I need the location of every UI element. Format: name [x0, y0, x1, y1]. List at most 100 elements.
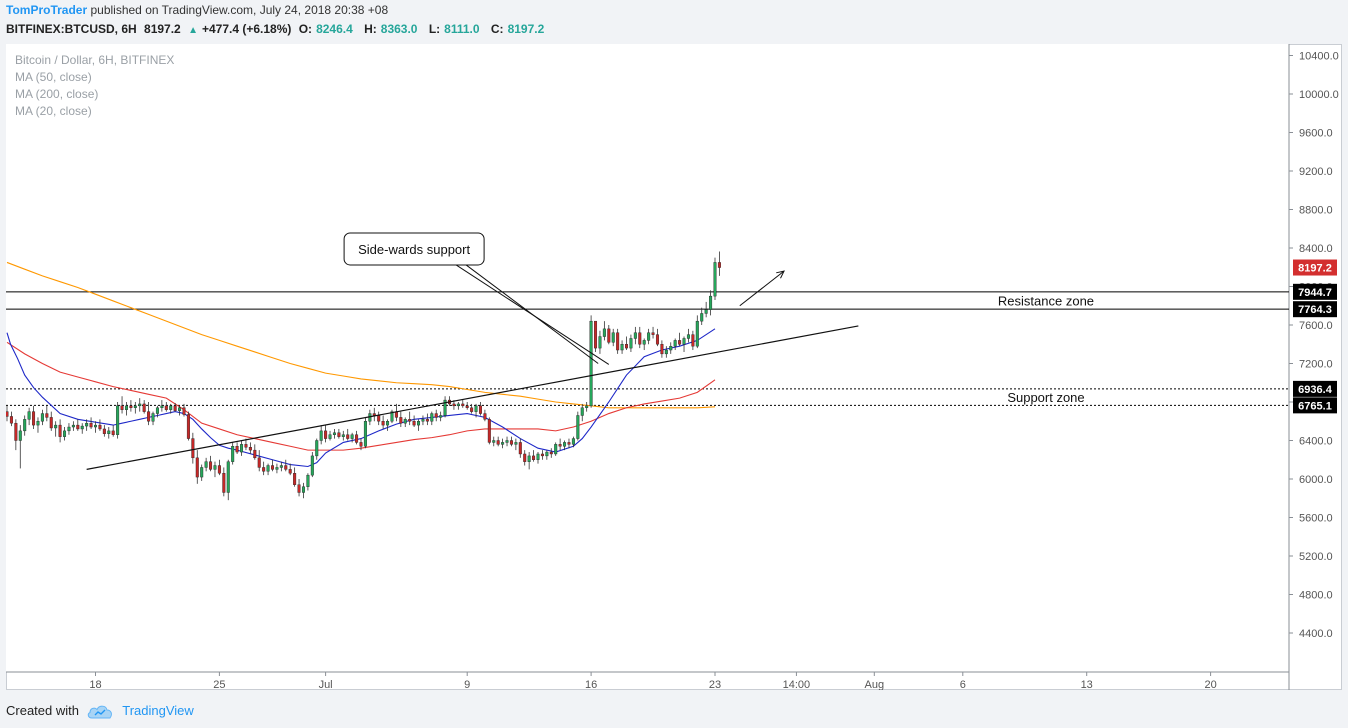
candle: [244, 444, 248, 448]
candle: [169, 405, 173, 410]
y-tick-label: 5200.0: [1299, 551, 1333, 563]
candle: [439, 415, 443, 418]
price-change: +477.4 (+6.18%): [201, 22, 292, 36]
trend-arrow-line: [739, 270, 785, 307]
candle: [102, 428, 106, 434]
candle: [563, 442, 567, 447]
ma200-line: [6, 261, 716, 409]
candle: [386, 421, 390, 426]
candle: [589, 320, 593, 407]
candle: [155, 407, 159, 414]
candle: [470, 407, 474, 412]
candle: [355, 434, 359, 443]
candle: [421, 419, 425, 422]
candle: [545, 451, 549, 457]
candle: [673, 340, 677, 347]
y-tick-label: 5600.0: [1299, 513, 1333, 525]
candle: [629, 338, 633, 349]
candle: [496, 440, 500, 445]
candle: [76, 424, 80, 430]
published-text: published on TradingView.com, July 24, 2…: [90, 3, 389, 17]
candle: [235, 446, 239, 453]
candle: [691, 334, 695, 347]
candle: [213, 465, 217, 470]
candle: [487, 419, 491, 443]
candle: [248, 447, 252, 451]
candle: [209, 461, 213, 470]
price-chart[interactable]: 4400.04800.05200.05600.06000.06400.06800…: [6, 44, 1342, 690]
candle: [660, 344, 664, 355]
y-tick-label: 6000.0: [1299, 474, 1333, 486]
candle: [456, 403, 460, 407]
callout-text: Side-wards support: [358, 242, 470, 257]
candle: [620, 344, 624, 351]
candle: [430, 413, 434, 422]
candle: [138, 403, 142, 407]
candle: [40, 413, 44, 422]
candle: [204, 461, 208, 468]
candle: [567, 442, 571, 445]
y-tick-label: 10400.0: [1299, 51, 1339, 63]
candle: [222, 473, 226, 493]
candle: [319, 430, 323, 441]
candle: [173, 405, 177, 411]
candle: [288, 469, 292, 474]
candle: [686, 334, 690, 339]
candle: [18, 430, 22, 441]
last-price: 8197.2: [144, 22, 181, 36]
y-tick-label: 9200.0: [1299, 166, 1333, 178]
candle: [651, 332, 655, 335]
candle: [363, 421, 367, 447]
candle: [509, 440, 513, 445]
y-tick-label: 8800.0: [1299, 205, 1333, 217]
candle: [67, 426, 71, 432]
candle: [71, 424, 75, 428]
candle: [483, 413, 487, 420]
x-tick-label: 14:00: [783, 679, 811, 690]
candle: [328, 434, 332, 439]
candle: [191, 438, 195, 459]
candle: [642, 340, 646, 345]
candle: [284, 465, 288, 470]
candle: [678, 340, 682, 345]
candle: [359, 442, 363, 447]
tradingview-cloud-icon: [87, 705, 112, 719]
candle: [6, 411, 9, 417]
trendline: [86, 325, 859, 470]
candle: [700, 313, 704, 322]
legend-ma50: MA (50, close): [15, 70, 92, 84]
high-value: 8363.0: [380, 22, 418, 36]
up-triangle-icon: ▲: [188, 25, 198, 36]
ohlc-header: BITFINEX:BTCUSD, 6H 8197.2 ▲ +477.4 (+6.1…: [6, 22, 552, 36]
candle: [9, 416, 13, 424]
candle: [253, 449, 257, 459]
candle: [607, 328, 611, 343]
candle: [501, 442, 505, 445]
candle: [377, 415, 381, 422]
symbol-label: BITFINEX:BTCUSD, 6H: [6, 22, 137, 36]
candle: [478, 405, 482, 414]
candle: [164, 405, 168, 410]
created-with-text: Created with: [6, 703, 79, 718]
candle: [58, 424, 62, 437]
close-label: C:: [490, 22, 504, 36]
arrow-head-icon: [776, 270, 785, 279]
y-tick-label: 7200.0: [1299, 359, 1333, 371]
x-tick-label: 13: [1081, 679, 1093, 690]
candle: [54, 424, 58, 429]
candle: [217, 465, 221, 474]
candle: [85, 422, 89, 427]
candle: [279, 465, 283, 468]
price-tag: [1293, 283, 1337, 300]
candle: [558, 444, 562, 447]
candle: [14, 422, 18, 441]
candle: [297, 484, 301, 493]
x-tick-label: 18: [89, 679, 101, 690]
legend-ma20: MA (20, close): [15, 104, 92, 118]
candle: [408, 419, 412, 422]
y-tick-label: 4800.0: [1299, 590, 1333, 602]
author-link[interactable]: TomProTrader: [6, 3, 88, 17]
candle: [403, 419, 407, 424]
candle: [518, 442, 522, 455]
tradingview-brand-link[interactable]: TradingView: [122, 703, 194, 718]
